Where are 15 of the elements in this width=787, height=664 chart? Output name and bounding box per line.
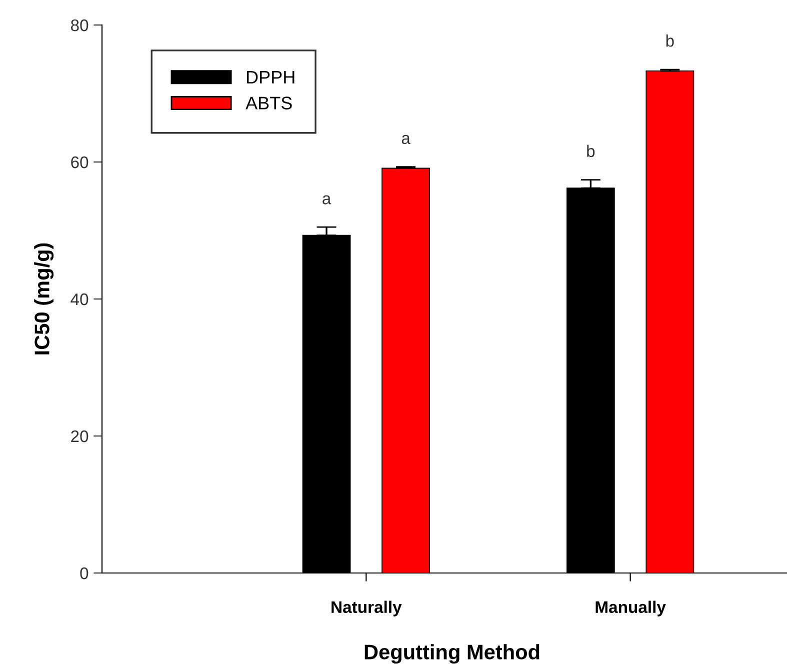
x-tick-label: Manually [596,600,666,616]
x-tick-label: Naturally [332,600,402,616]
y-tick-label: 20 [71,430,88,442]
annotation: a [322,195,332,204]
y-axis-title: IC50 (mg/g) [34,243,54,354]
annotation: b [587,144,595,158]
y-tick-label: 60 [71,156,88,168]
y-tick-label: 40 [70,293,88,306]
legend-label: ABTS [246,96,292,110]
y-tick-label: 0 [80,567,88,580]
x-axis-title: Degutting Method [364,644,540,664]
y-tick-label: 80 [70,19,88,32]
legend-label: DPPH [247,70,294,84]
annotation: a [402,134,410,144]
annotation: b [666,34,674,47]
